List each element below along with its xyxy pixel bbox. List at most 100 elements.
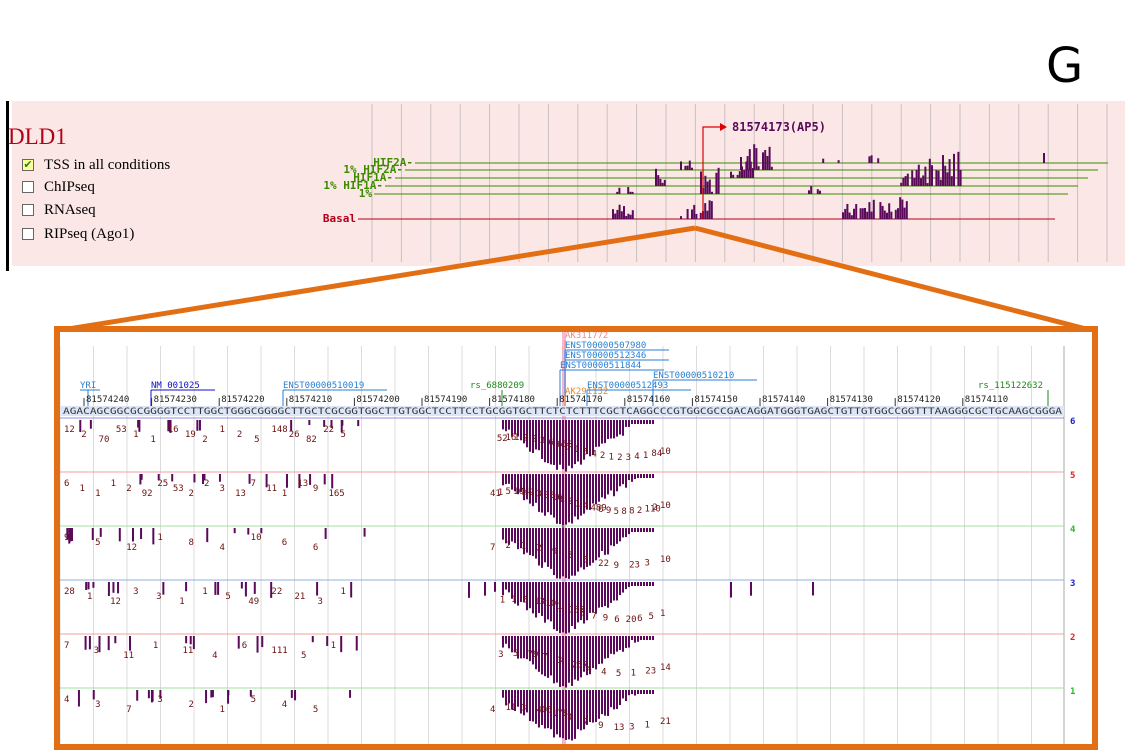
read-count: 19 [185,430,196,440]
read-count: 3 [626,453,631,463]
read-bar [646,582,648,586]
read-count: 2 [81,430,86,440]
read-bar [544,528,546,563]
read-count: 1 [220,425,225,435]
signal-bar [616,191,619,194]
option-ripseq[interactable]: RIPseq (Ago1) [22,225,134,243]
option-chipseq[interactable]: ChIPseq [22,178,95,196]
read-count: 2 [567,497,572,507]
read-bar [607,582,609,608]
read-bar [553,690,555,738]
read-bar [604,528,606,555]
read-bar [205,690,208,704]
read-bar [610,636,612,654]
coordinate-label: 81574170 [559,395,602,405]
option-label: RNAseq [44,201,96,218]
read-bar [589,636,591,675]
read-bar [601,636,603,664]
read-bar [580,636,582,678]
read-bar [643,474,645,478]
checkbox-icon[interactable] [22,228,34,240]
read-bar [511,474,513,490]
read-bar [571,690,573,741]
read-count: 2 [652,503,657,513]
read-count: 10 [660,447,671,457]
option-rnaseq[interactable]: RNAseq [22,201,96,219]
read-bar [571,582,573,626]
signal-bar [741,166,743,178]
signal-bar [738,171,741,178]
checkbox-icon[interactable] [22,181,34,193]
read-count: 1 [80,484,85,494]
coordinate-label: 81574220 [221,395,264,405]
read-bar [625,636,627,649]
read-bar [132,528,135,542]
read-bar [529,636,531,662]
signal-bar [935,170,938,186]
signal-bar [886,212,888,219]
signal-bar [614,213,617,219]
read-bar [637,528,639,532]
read-bar [750,582,752,596]
read-count: 186 [568,606,584,616]
read-count: 2 [204,479,209,489]
read-count: 14 [660,663,671,673]
signal-bar [766,155,769,170]
read-bar [556,636,558,683]
read-count: 4 [220,543,225,553]
read-bar [622,636,624,652]
read-bar [634,528,636,532]
read-bar [616,474,618,492]
signal-bar [888,203,891,219]
signal-bar [944,165,947,186]
read-bar [586,582,588,621]
read-count: 7 [126,705,131,715]
read-bar [559,420,561,465]
signal-bar [861,208,864,219]
read-bar [643,582,645,586]
read-bar [89,420,92,429]
coordinate-label: 81574140 [762,395,805,405]
read-bar [595,528,597,561]
read-bar [619,636,621,651]
signal-bar [959,169,962,186]
read-bar [631,474,633,482]
signal-bar [870,155,873,163]
read-bar [523,528,525,555]
read-count: 13 [235,489,246,499]
read-bar [562,474,564,528]
read-bar [592,420,594,455]
read-count: 1 [645,721,650,731]
read-bar [634,474,636,480]
read-bar [237,636,240,649]
read-bar [547,636,549,678]
read-bar [341,420,344,426]
read-bar [150,690,153,703]
overview-tracks: HIF2A-1% HIF2A-HIF1A-1% HIF1A-1%Basal 81… [61,104,1108,330]
read-bar [92,582,95,588]
read-count: 21 [294,592,305,602]
read-bar [556,474,558,524]
read-bar [577,420,579,462]
checkbox-icon[interactable] [22,204,34,216]
read-bar [70,528,73,541]
read-bar [508,690,510,704]
read-bar [324,528,327,539]
signal-bar [627,213,630,219]
read-bar [601,690,603,715]
read-count: 3 [317,597,322,607]
option-tss[interactable]: ✔ TSS in all conditions [22,156,170,174]
signal-bar [748,149,751,170]
read-count: 3 [629,723,634,733]
read-bar [520,636,522,659]
read-bar [526,582,528,611]
read-count: 3 [540,436,545,446]
read-bar [520,690,522,714]
read-bar [619,474,621,487]
checkbox-checked-icon[interactable]: ✔ [22,158,34,171]
signal-bar [926,183,929,186]
read-count: 2 [536,543,541,553]
read-bar [556,528,558,579]
read-bar [649,474,651,478]
read-bar [649,528,651,532]
